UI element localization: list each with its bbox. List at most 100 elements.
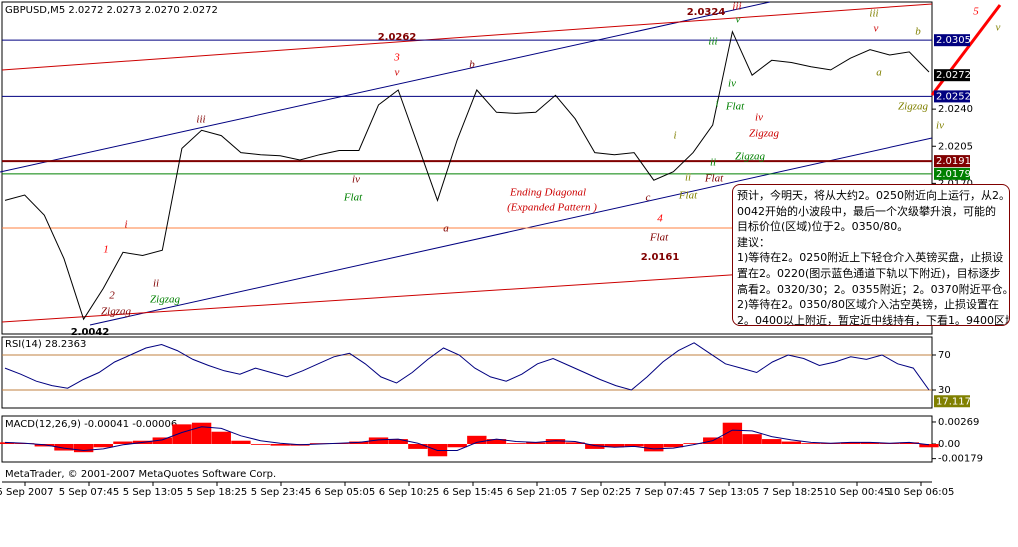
wave-label: b: [915, 26, 921, 38]
macd-bar: [919, 443, 939, 448]
time-label: 6 Sep 05:05: [315, 487, 375, 498]
wave-label: 2: [109, 290, 115, 302]
wave-label: i: [715, 98, 718, 110]
wave-label: ii: [153, 278, 159, 290]
note-line: 2)等待在2。0350/80区域介入沽空英镑，止损设置在: [737, 298, 999, 312]
wave-label: 2.0324: [687, 7, 726, 18]
note-line: 1)等待在2。0250附近上下轻仓介入英镑买盘，止损设: [737, 251, 1004, 265]
macd-bar: [172, 424, 192, 444]
price-box: [934, 167, 970, 180]
wave-label: 4: [657, 213, 663, 225]
note-line: 2。0400以上附近，暂定近中线持有，下看1。9400区域: [737, 313, 1010, 326]
macd-bar: [270, 443, 290, 446]
symbol-header: GBPUSD,M5 2.0272 2.0273 2.0270 2.0272: [5, 5, 218, 16]
wave-label: Zigzag: [101, 306, 131, 318]
time-label: 5 Sep 07:45: [59, 487, 119, 498]
macd-bar: [447, 443, 467, 448]
macd-bar: [624, 443, 644, 447]
wave-label: a: [443, 223, 449, 235]
time-label: 10 Sep 06:05: [888, 487, 955, 498]
wave-label: 5: [973, 6, 979, 18]
price-box: [934, 155, 970, 168]
note-line: 预计，今明天，将从大约2。0250附近向上运行，从2。: [737, 189, 1010, 202]
price-line: [4, 30, 930, 321]
time-label: 7 Sep 07:45: [635, 487, 695, 498]
macd-bar: [73, 443, 94, 453]
wave-label: v: [736, 14, 741, 26]
macd-bar: [722, 422, 743, 444]
time-label: 5 Sep 23:45: [251, 487, 311, 498]
wave-label: 2.0161: [641, 252, 680, 263]
wave-label: Flat: [704, 173, 724, 185]
wave-label: 3: [393, 52, 400, 64]
wave-label: iii: [708, 36, 717, 48]
price-line: [4, 342, 930, 391]
rsi-panel: [1, 336, 933, 409]
wave-label: 2.0262: [378, 32, 417, 43]
macd-bar: [467, 435, 487, 444]
macd-bar: [683, 443, 703, 444]
wave-label: Zigzag: [749, 128, 779, 140]
wave-label: (Expanded Pattern ): [507, 202, 597, 214]
wave-label: Ending Diagonal: [509, 187, 586, 199]
wave-label: c: [646, 192, 651, 204]
value-box: [934, 395, 970, 408]
wave-label: 1: [103, 244, 109, 256]
macd-bar: [604, 443, 625, 448]
trend-line: [1, 3, 933, 71]
wave-label: v: [996, 22, 1001, 34]
wave-label: iv: [728, 78, 736, 90]
wave-label: iv: [352, 174, 360, 186]
macd-bar: [585, 443, 605, 449]
projection-line: [930, 4, 1002, 96]
price-box-label: 2.0179: [936, 169, 971, 180]
wave-label: iii: [196, 114, 205, 126]
note-line: 置在2。0220(图示蓝色通道下轨以下附近)，目标逐步: [737, 266, 1001, 280]
price-label: 2.0205: [938, 141, 973, 152]
channel-upper: [0, 1, 771, 173]
macd-bar: [781, 441, 802, 444]
note-line: 0042开始的小波段中，最后一个次级攀升浪，可能的: [737, 204, 996, 218]
macd-bar: [250, 443, 271, 445]
wave-label: Zigzag: [735, 151, 765, 163]
macd-bar: [368, 437, 389, 444]
macd-bar: [0, 442, 15, 444]
time-label: 7 Sep 02:25: [571, 487, 631, 498]
wave-label: ii: [710, 157, 716, 169]
price-label: 0.00: [938, 439, 960, 450]
price-box: [934, 90, 970, 103]
price-label: 2.0240: [938, 104, 973, 115]
macd-bar: [840, 442, 861, 444]
price-label: 2.0170: [938, 178, 973, 189]
note-line: 目标价位(区域)位于2。0350/80。: [737, 220, 909, 234]
wave-label: Flat: [725, 101, 745, 113]
macd-bar: [506, 443, 526, 444]
macd-bar: [801, 443, 821, 444]
price-box: [934, 69, 970, 82]
forecast-note: 预计，今明天，将从大约2。0250附近向上运行，从2。 0042开始的小波段中，最…: [732, 184, 1010, 326]
copyright: MetaTrader, © 2001-2007 MetaQuotes Softw…: [5, 469, 276, 480]
price-box-label: 2.0272: [936, 70, 971, 81]
macd-bar: [644, 443, 664, 452]
macd-header: MACD(12,26,9) -0.00041 -0.00006: [5, 419, 177, 430]
macd-bar: [211, 431, 231, 444]
time-label: 7 Sep 18:25: [763, 487, 823, 498]
price-box-label: 2.0252: [936, 91, 971, 102]
price-label: 70: [938, 350, 951, 361]
wave-label: iv: [755, 112, 763, 124]
time-label: 6 Sep 21:05: [507, 487, 567, 498]
macd-bar: [231, 440, 251, 444]
wave-label: Flat: [678, 190, 698, 202]
wave-label: 2.0042: [71, 327, 110, 338]
macd-bar: [663, 443, 684, 448]
price-box: [934, 34, 970, 47]
wave-label: b: [469, 59, 475, 71]
macd-bar: [742, 434, 762, 444]
time-label: 6 Sep 10:25: [379, 487, 439, 498]
price-line: [4, 426, 930, 452]
wave-label: a: [876, 67, 882, 79]
macd-bar: [152, 437, 172, 444]
time-label: 5 Sep 13:05: [123, 487, 183, 498]
